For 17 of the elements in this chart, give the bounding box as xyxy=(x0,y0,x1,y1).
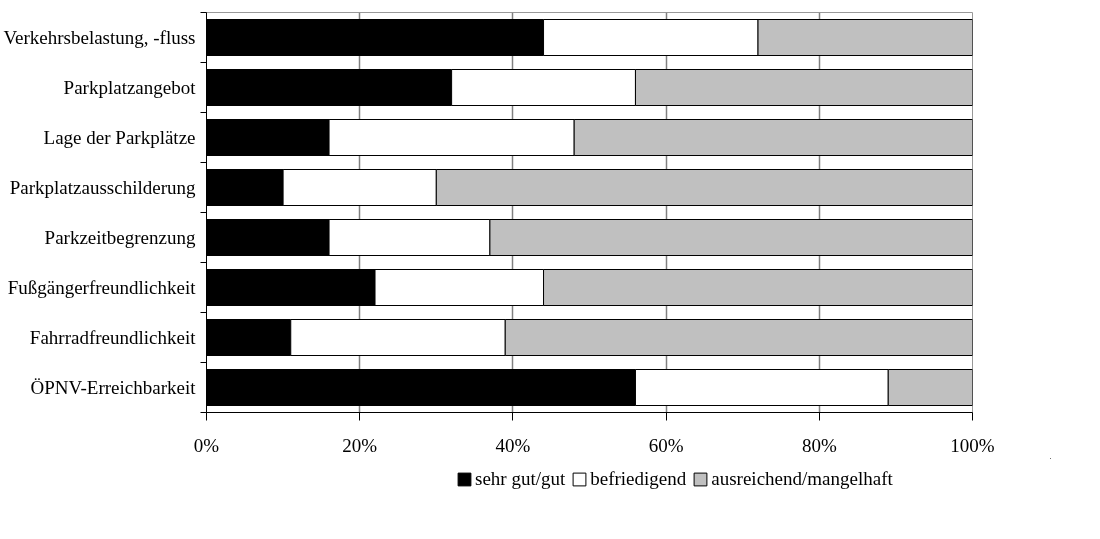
legend-label: befriedigend xyxy=(590,468,687,490)
y-tick-label: Fußgängerfreundlichkeit xyxy=(7,277,197,298)
legend-label: sehr gut/gut xyxy=(475,468,566,490)
legend-label: ausreichend/mangelhaft xyxy=(711,468,893,490)
y-tick-label: Fahrradfreundlichkeit xyxy=(29,327,197,348)
x-tick-label: 20% xyxy=(342,434,378,456)
y-tick-label: Parkplatzausschilderung xyxy=(9,177,196,198)
x-tick-label: 0% xyxy=(193,434,220,456)
x-tick-label: 80% xyxy=(801,434,837,456)
y-tick-label: Lage der Parkplätze xyxy=(43,127,196,148)
y-tick-label: Parkzeitbegrenzung xyxy=(44,227,196,248)
y-tick-label: Parkplatzangebot xyxy=(63,77,197,98)
x-tick-label: 100% xyxy=(950,434,995,456)
y-tick-label: Verkehrsbelastung, -fluss xyxy=(3,27,196,48)
x-tick-label: 40% xyxy=(495,434,531,456)
y-tick-label: ÖPNV-Erreichbarkeit xyxy=(30,377,197,398)
x-tick-label: 60% xyxy=(648,434,684,456)
